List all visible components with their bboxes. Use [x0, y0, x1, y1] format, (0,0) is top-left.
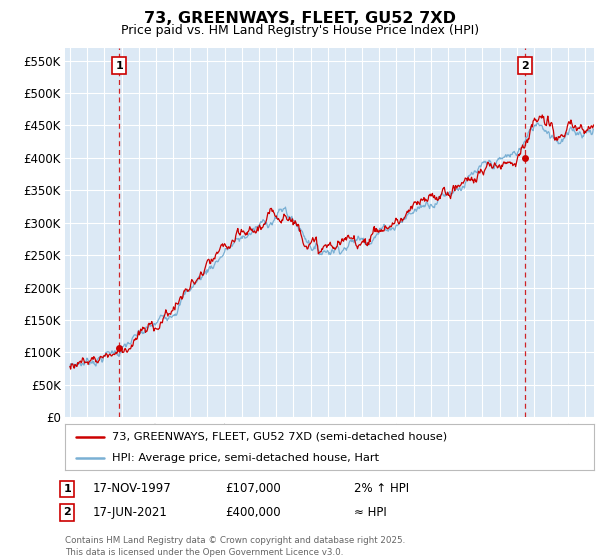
Text: £400,000: £400,000 — [225, 506, 281, 519]
Text: ≈ HPI: ≈ HPI — [354, 506, 387, 519]
Text: 73, GREENWAYS, FLEET, GU52 7XD (semi-detached house): 73, GREENWAYS, FLEET, GU52 7XD (semi-det… — [112, 432, 448, 442]
Text: 2% ↑ HPI: 2% ↑ HPI — [354, 482, 409, 496]
Text: Price paid vs. HM Land Registry's House Price Index (HPI): Price paid vs. HM Land Registry's House … — [121, 24, 479, 36]
Text: 1: 1 — [116, 60, 124, 71]
Text: 2: 2 — [521, 60, 529, 71]
Text: 17-NOV-1997: 17-NOV-1997 — [93, 482, 172, 496]
Text: Contains HM Land Registry data © Crown copyright and database right 2025.
This d: Contains HM Land Registry data © Crown c… — [65, 536, 405, 557]
Text: 73, GREENWAYS, FLEET, GU52 7XD: 73, GREENWAYS, FLEET, GU52 7XD — [144, 11, 456, 26]
Text: £107,000: £107,000 — [225, 482, 281, 496]
Text: HPI: Average price, semi-detached house, Hart: HPI: Average price, semi-detached house,… — [112, 453, 380, 463]
Text: 1: 1 — [64, 484, 71, 494]
Text: 17-JUN-2021: 17-JUN-2021 — [93, 506, 168, 519]
Text: 2: 2 — [64, 507, 71, 517]
